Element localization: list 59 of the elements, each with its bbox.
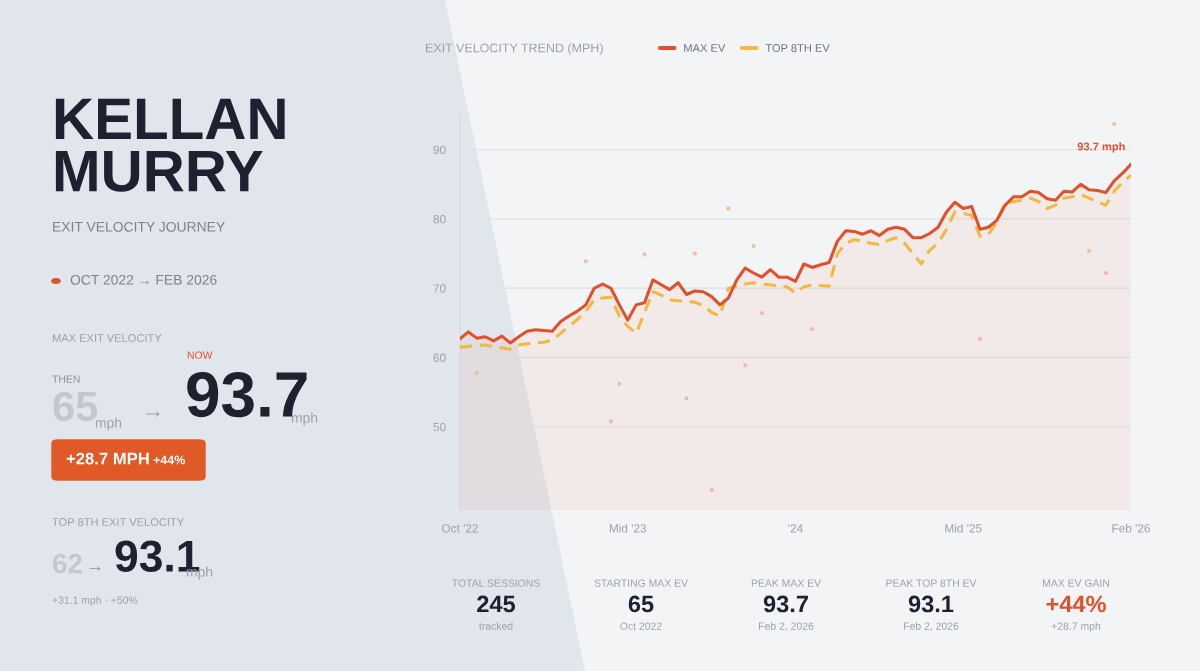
text: PEAK TOP 8TH EV — [886, 579, 977, 587]
text: → — [89, 566, 101, 571]
point — [1112, 121, 1117, 127]
point — [810, 327, 815, 332]
x-tick-label: Mid '23 — [609, 523, 647, 533]
legend-label: MAX EV — [684, 44, 726, 52]
text: OCT 2022 → FEB 2026 — [70, 274, 217, 285]
chart-title: EXIT VELOCITY TREND (MPH) — [426, 43, 603, 55]
annotation: 93.7 mph — [1077, 142, 1125, 153]
text: 245 — [477, 595, 516, 613]
text: TOTAL SESSIONS — [452, 579, 540, 587]
y-tick-label: 60 — [433, 353, 446, 362]
text: +28.7 mph — [1051, 622, 1101, 632]
text: → — [146, 411, 160, 417]
point — [1103, 270, 1108, 276]
text: EXIT VELOCITY JOURNEY — [53, 221, 225, 232]
y-tick-label: 70 — [433, 284, 446, 293]
x-tick-label: Oct '22 — [442, 524, 478, 533]
point — [692, 251, 697, 256]
text: Feb 2, 2026 — [759, 622, 814, 632]
text: 65 — [628, 595, 654, 613]
point — [474, 370, 479, 375]
text: Feb 2, 2026 — [904, 622, 959, 632]
text: MAX EXIT VELOCITY — [52, 334, 162, 342]
text: +31.1 mph · +50% — [52, 596, 138, 606]
y-tick-label: 50 — [433, 422, 446, 432]
y-tick-label: 90 — [433, 145, 446, 155]
text: 93.1 — [908, 595, 954, 613]
point — [1086, 248, 1092, 253]
point — [608, 419, 614, 424]
text: mph — [95, 417, 122, 431]
point — [751, 243, 756, 249]
point — [642, 252, 647, 257]
x-tick-label: Mid '25 — [945, 523, 982, 533]
text: tracked — [479, 622, 513, 630]
x-tick-label: '24 — [788, 524, 803, 533]
line-series — [460, 173, 1131, 351]
text: THEN — [52, 375, 80, 383]
text: PEAK MAX EV — [751, 579, 821, 587]
text: Oct 2022 — [620, 622, 662, 630]
text: TOP 8TH EXIT VELOCITY — [52, 518, 184, 526]
point — [977, 336, 983, 341]
text: 65 — [53, 391, 98, 422]
point — [709, 487, 714, 492]
text: STARTING MAX EV — [594, 579, 688, 587]
legend-label: TOP 8TH EV — [765, 44, 830, 52]
point — [583, 259, 588, 264]
text: NOW — [187, 351, 213, 359]
text: 93.7 — [763, 595, 808, 613]
text: KELLAN MURRY — [55, 98, 285, 192]
y-tick-label: 80 — [433, 214, 446, 224]
point — [759, 311, 765, 316]
text: +44% — [1046, 595, 1106, 613]
text: +28.7 MPH — [66, 452, 149, 465]
text: +44% — [153, 455, 185, 465]
point — [617, 381, 622, 386]
text: MAX EV GAIN — [1042, 579, 1110, 587]
point — [743, 363, 748, 368]
x-tick-label: Feb '26 — [1112, 523, 1150, 533]
